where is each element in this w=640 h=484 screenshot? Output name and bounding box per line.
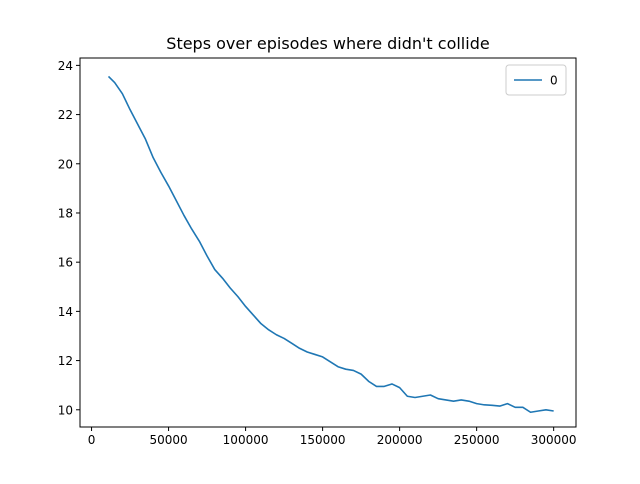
chart-title: Steps over episodes where didn't collide — [166, 34, 489, 53]
x-tick-label: 100000 — [223, 433, 269, 447]
legend-label: 0 — [550, 74, 558, 88]
y-tick-label: 24 — [58, 59, 73, 73]
x-tick-label: 300000 — [531, 433, 577, 447]
y-tick-label: 22 — [58, 108, 73, 122]
x-tick-label: 50000 — [149, 433, 187, 447]
x-tick-label: 150000 — [300, 433, 346, 447]
x-tick-label: 250000 — [454, 433, 500, 447]
y-tick-label: 10 — [58, 403, 73, 417]
y-tick-label: 12 — [58, 354, 73, 368]
y-tick-label: 20 — [58, 157, 73, 171]
y-tick-label: 14 — [58, 305, 73, 319]
y-tick-label: 16 — [58, 256, 73, 270]
x-tick-label: 200000 — [377, 433, 423, 447]
y-tick-label: 18 — [58, 206, 73, 220]
x-tick-label: 0 — [88, 433, 96, 447]
